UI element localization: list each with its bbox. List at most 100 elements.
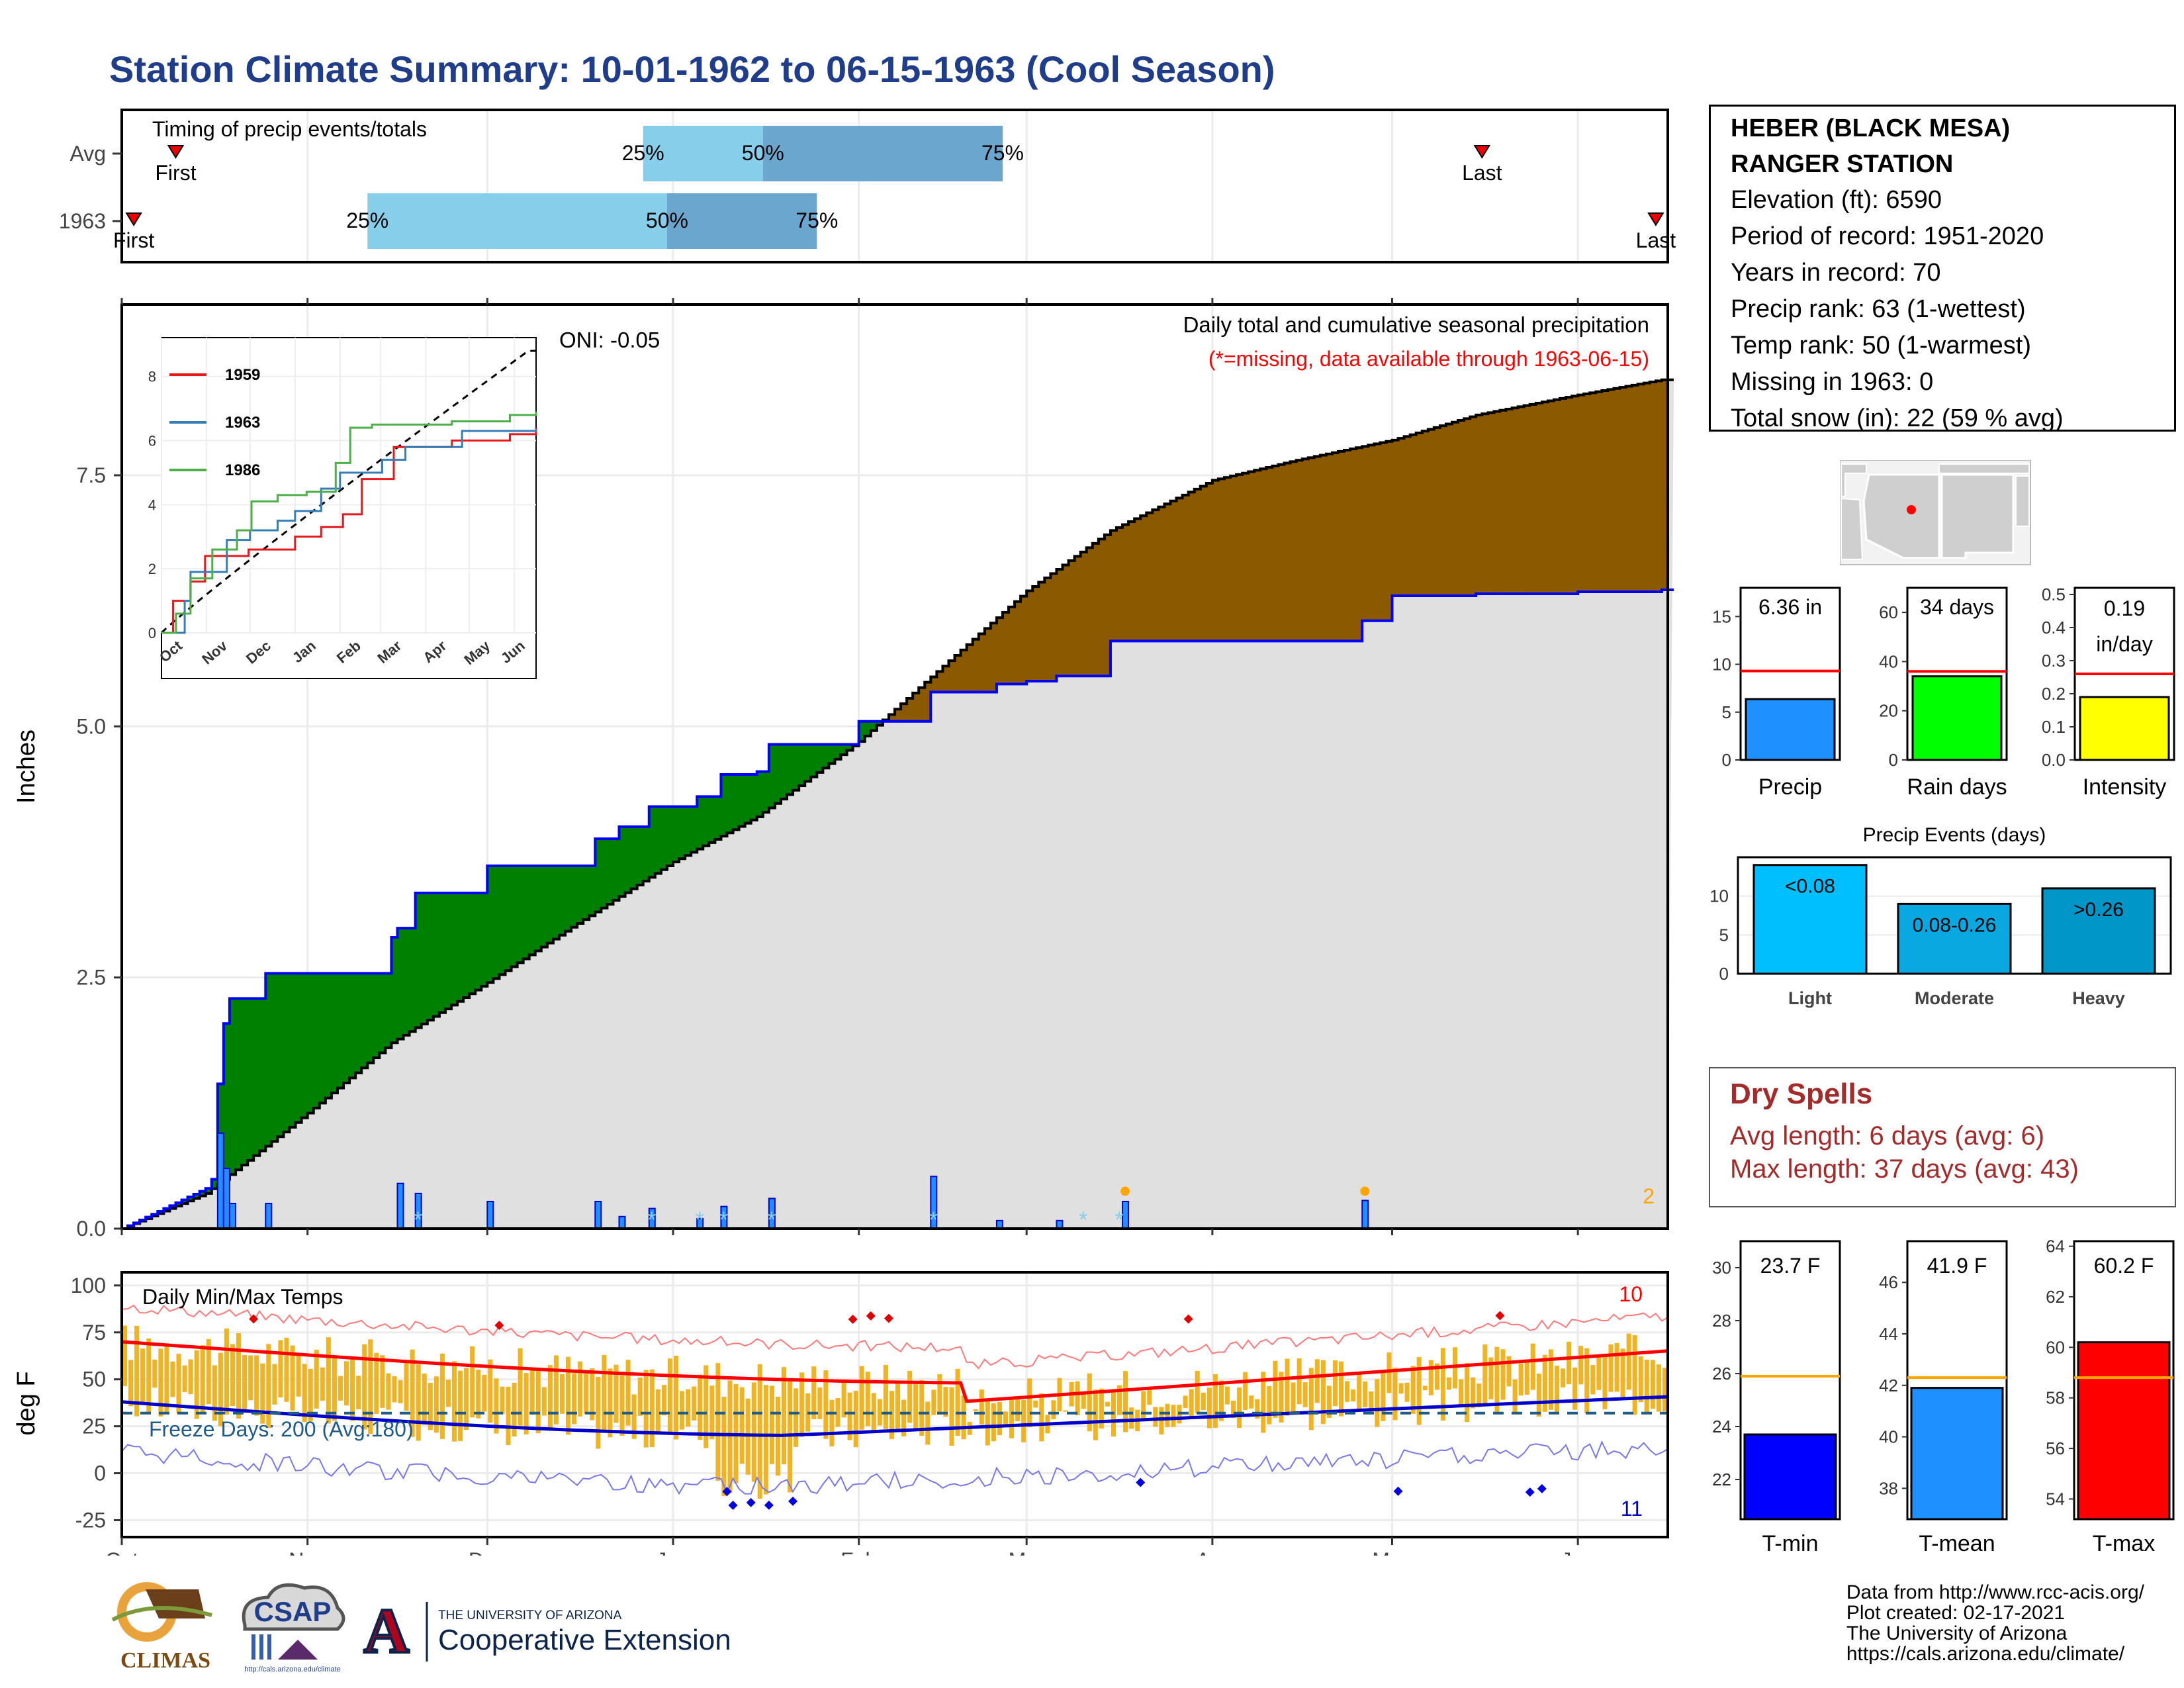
record-high-marker	[848, 1314, 858, 1324]
precip-deficit-segment	[1590, 393, 1596, 592]
daily-temp-range-bar	[1075, 1381, 1080, 1415]
daily-temp-range-bar	[1578, 1346, 1584, 1385]
precip-surplus-segment	[817, 744, 823, 773]
temp-month-label: Jan	[656, 1548, 690, 1556]
daily-temp-range-bar	[1410, 1366, 1416, 1414]
daily-temp-range-bar	[566, 1356, 571, 1435]
precip-deficit-segment	[1056, 569, 1064, 677]
credit-data-source: Data from http://www.rcc-acis.org/	[1846, 1581, 2144, 1603]
daily-temp-range-bar	[877, 1399, 882, 1426]
average-cumulative-line	[122, 378, 1674, 1230]
precip-deficit-segment	[1596, 391, 1603, 592]
daily-temp-range-bar	[721, 1397, 727, 1496]
precip-deficit-segment	[1026, 590, 1033, 682]
timing-pct-label: 25%	[346, 209, 388, 232]
precip-deficit-segment	[1038, 582, 1045, 682]
temp-mini-ytick-label: 42	[1879, 1376, 1898, 1395]
first-event-marker-avg	[167, 145, 185, 159]
precip-deficit-segment	[1572, 396, 1578, 594]
precip-deficit-segment	[1302, 459, 1309, 641]
daily-temp-range-bar	[781, 1367, 787, 1465]
precip-events-chart: Precip Events (days) <0.08 0.08-0.26 >0.26…	[1709, 824, 2172, 1008]
daily-temp-range-bar	[883, 1364, 888, 1429]
daily-temp-range-bar	[392, 1376, 397, 1403]
intensity-value-bar	[2079, 696, 2170, 761]
daily-temp-range-bar	[1656, 1364, 1661, 1412]
precip-surplus-segment	[445, 893, 452, 1009]
daily-temp-range-bar	[799, 1372, 805, 1437]
daily-temp-range-bar	[1536, 1374, 1541, 1417]
daily-temp-range-bar	[182, 1365, 187, 1393]
precip-deficit-segment	[1074, 556, 1081, 677]
daily-temp-range-bar	[1153, 1407, 1158, 1427]
precip-surplus-segment	[780, 744, 788, 800]
csap-logo: CSAP http://cals.arizona.edu/climate	[242, 1583, 345, 1673]
precip-deficit-segment	[1350, 449, 1357, 641]
daily-temp-range-bar	[506, 1386, 511, 1446]
events-title: Precip Events (days)	[1863, 824, 2046, 846]
precip-surplus-segment	[715, 796, 722, 840]
precip-deficit-segment	[1272, 465, 1279, 641]
raindays-value-bar	[1911, 675, 2003, 761]
inset-average-line	[160, 350, 536, 634]
precip-deficit-segment	[1631, 385, 1639, 592]
station-temp-rank: Temp rank: 50 (1-warmest)	[1731, 332, 2032, 359]
precip-surplus-segment	[756, 771, 764, 817]
precip-deficit-segment	[1619, 387, 1627, 592]
daily-temp-range-bar	[433, 1376, 439, 1433]
snow-day-marker: *	[1079, 1207, 1087, 1233]
precip-deficit-segment	[1614, 388, 1621, 592]
daily-temp-range-bar	[763, 1385, 768, 1495]
daily-temp-range-bar	[242, 1354, 248, 1413]
daily-temp-range-bar	[715, 1363, 721, 1481]
daily-temp-range-bar	[1567, 1341, 1572, 1385]
daily-temp-range-bar	[356, 1376, 361, 1409]
precip-surplus-segment	[721, 774, 728, 837]
daily-temp-range-bar	[841, 1379, 846, 1418]
precip-surplus-segment	[571, 866, 578, 927]
daily-temp-range-bar	[961, 1395, 966, 1440]
credit-plot-date: Plot created: 02-17-2021	[1846, 1602, 2066, 1624]
precip-panel: * * * * * * * * 0.0 2.5 5.0 7.5 Daily total and cu…	[13, 298, 1674, 1238]
daily-temp-range-bar	[745, 1398, 751, 1475]
daily-temp-range-bar	[338, 1376, 343, 1401]
daily-temp-range-bar	[1105, 1401, 1110, 1407]
daily-temp-range-bar	[290, 1345, 295, 1411]
daily-temp-range-bar	[1506, 1356, 1512, 1387]
precip-surplus-segment	[355, 973, 362, 1073]
precip-deficit-segment	[1518, 406, 1525, 594]
precip-deficit-segment	[1104, 534, 1111, 677]
precip-deficit-segment	[984, 628, 991, 692]
daily-temp-range-bar	[302, 1364, 307, 1423]
precip-deficit-segment	[1332, 452, 1339, 641]
daily-temp-range-bar	[686, 1389, 691, 1427]
daily-temp-range-bar	[1416, 1356, 1422, 1425]
temp-mini-ytick-label: 54	[2046, 1489, 2065, 1509]
daily-temp-range-bar	[416, 1364, 421, 1441]
timing-bars: 25% 50% 75% First Last 25% 50% 75% First Last	[113, 126, 1676, 252]
inset-frame	[161, 337, 537, 679]
daily-temp-range-bar	[326, 1337, 331, 1424]
daily-temp-range-bar	[1644, 1360, 1649, 1413]
daily-precip-bar	[265, 1203, 273, 1229]
temp-month-label: Oct	[105, 1548, 138, 1556]
daily-temp-range-bar	[578, 1361, 583, 1417]
events-ytick-label: 5	[1719, 925, 1729, 945]
daily-temp-range-bar	[1524, 1360, 1529, 1395]
temp-value-bar	[1910, 1387, 2004, 1521]
daily-temp-range-bar	[1003, 1411, 1009, 1427]
daily-temp-range-bar	[1561, 1368, 1566, 1388]
temp-month-label: May	[1372, 1548, 1412, 1556]
precip-deficit-segment	[1122, 524, 1129, 641]
precip-surplus-segment	[283, 973, 291, 1133]
temp-month-label: Jun	[1561, 1548, 1595, 1556]
precip-surplus-segment	[703, 796, 709, 846]
precip-deficit-segment	[996, 618, 1003, 684]
snow-day-marker: *	[767, 1207, 776, 1233]
precip-surplus-segment	[793, 744, 799, 790]
precip-missing-note: (*=missing, data available through 1963-…	[1208, 347, 1649, 371]
daily-precip-bar	[486, 1201, 494, 1229]
daily-temp-range-bar	[1141, 1391, 1146, 1421]
precip-deficit-segment	[1068, 560, 1075, 677]
